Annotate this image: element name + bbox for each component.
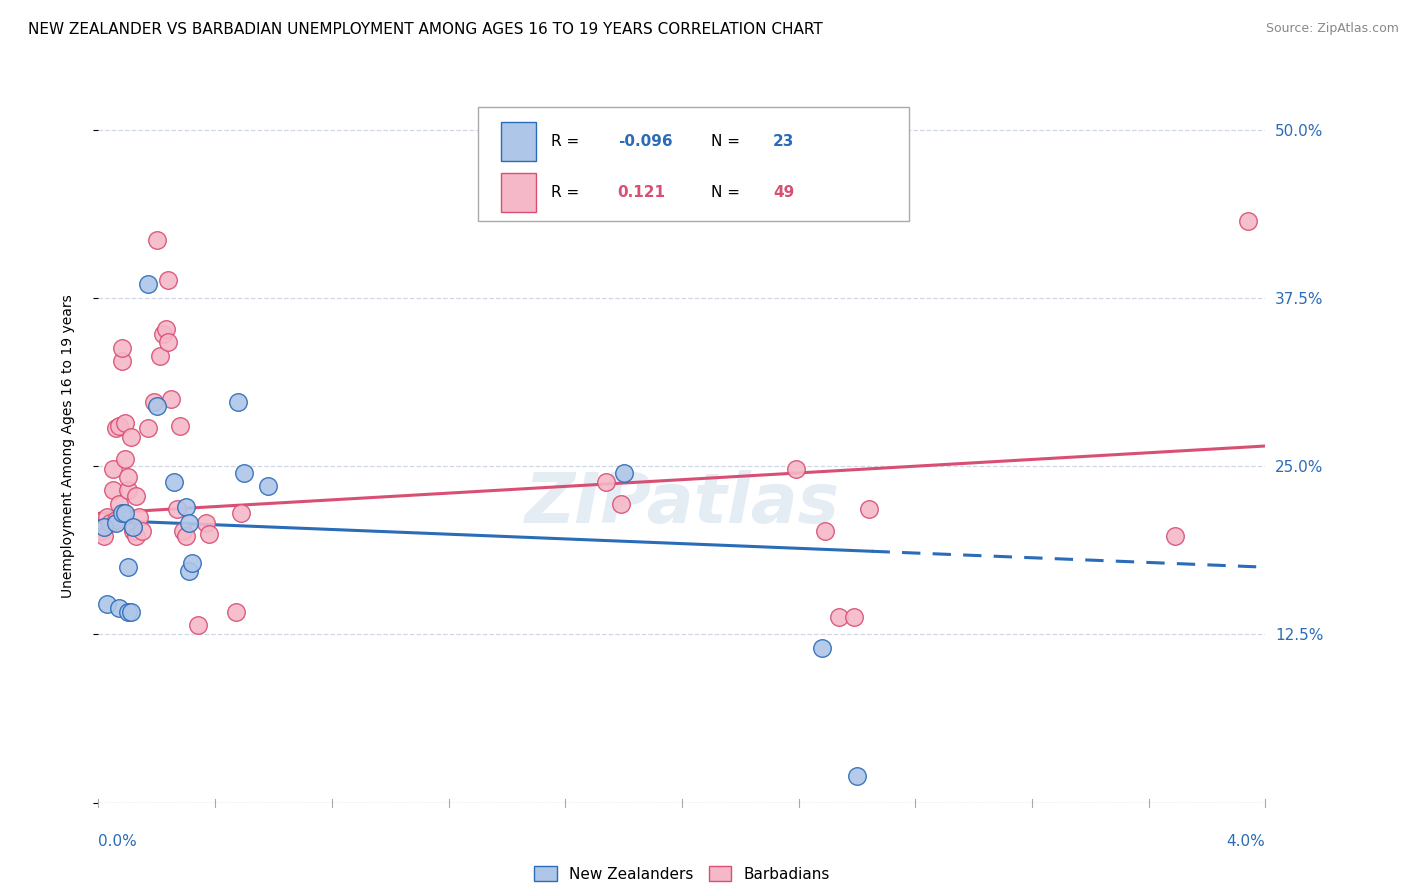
Point (104, 516, 127, 530)
Point (104, 513, 127, 527)
Text: 4.0%: 4.0% (1226, 834, 1265, 849)
Text: Source: ZipAtlas.com: Source: ZipAtlas.com (1265, 22, 1399, 36)
Point (198, 526, 221, 541)
Point (228, 394, 250, 409)
Point (609, 497, 631, 511)
Point (160, 392, 183, 406)
FancyBboxPatch shape (478, 107, 910, 221)
Point (157, 335, 180, 350)
Point (101, 483, 124, 498)
Point (233, 466, 256, 480)
Text: N =: N = (711, 186, 745, 200)
Point (166, 502, 188, 516)
Point (90, 524, 112, 538)
Point (125, 489, 148, 503)
Text: R =: R = (551, 134, 585, 149)
Point (177, 516, 200, 530)
Point (172, 524, 194, 538)
Point (152, 327, 174, 342)
Point (114, 416, 136, 430)
Point (108, 600, 131, 615)
Point (114, 452, 136, 467)
Point (142, 394, 165, 409)
Point (93, 529, 115, 543)
Point (111, 354, 134, 368)
Point (120, 605, 142, 619)
Point (828, 610, 851, 624)
Point (811, 640, 834, 655)
Point (98, 516, 121, 530)
Point (187, 618, 209, 632)
Point (814, 524, 837, 538)
Point (858, 502, 880, 516)
Point (177, 564, 200, 578)
Text: R =: R = (551, 186, 585, 200)
Point (128, 510, 150, 524)
Point (231, 506, 253, 520)
Point (131, 524, 153, 538)
Point (136, 421, 159, 435)
Point (595, 475, 617, 490)
Point (108, 418, 131, 433)
Point (120, 429, 142, 443)
Point (108, 497, 131, 511)
Point (174, 500, 197, 514)
Point (104, 421, 127, 435)
Point (163, 475, 186, 490)
Point (117, 470, 139, 484)
Text: -0.096: -0.096 (617, 134, 672, 149)
Text: N =: N = (711, 134, 745, 149)
Y-axis label: Unemployment Among Ages 16 to 19 years: Unemployment Among Ages 16 to 19 years (60, 294, 75, 598)
Bar (501, 121, 536, 161)
Text: ZIPatlas: ZIPatlas (524, 469, 839, 537)
Point (122, 524, 145, 538)
Point (93, 520, 115, 534)
Point (122, 520, 145, 534)
Bar (501, 173, 536, 212)
Point (117, 560, 139, 574)
Point (149, 349, 172, 363)
Point (195, 516, 218, 530)
Point (111, 506, 134, 520)
Point (1237, 214, 1260, 228)
Point (785, 462, 807, 476)
Point (180, 556, 202, 570)
Point (846, 769, 869, 783)
Point (111, 341, 134, 355)
Point (174, 529, 197, 543)
Point (225, 605, 247, 619)
Point (117, 483, 139, 498)
Point (613, 466, 636, 480)
Point (155, 322, 177, 336)
Text: 0.121: 0.121 (617, 186, 665, 200)
Point (842, 610, 865, 624)
Point (114, 506, 136, 520)
Point (169, 418, 191, 433)
Legend: New Zealanders, Barbadians: New Zealanders, Barbadians (527, 860, 837, 888)
Text: NEW ZEALANDER VS BARBADIAN UNEMPLOYMENT AMONG AGES 16 TO 19 YEARS CORRELATION CH: NEW ZEALANDER VS BARBADIAN UNEMPLOYMENT … (28, 22, 823, 37)
Point (256, 479, 278, 493)
Point (96, 597, 118, 611)
Point (125, 529, 148, 543)
Point (136, 277, 159, 292)
Point (1164, 529, 1187, 543)
Point (117, 605, 139, 619)
Point (146, 399, 169, 413)
Text: 23: 23 (773, 134, 794, 149)
Text: 0.0%: 0.0% (98, 834, 138, 849)
Point (157, 273, 180, 287)
Text: 49: 49 (773, 186, 794, 200)
Point (101, 462, 124, 476)
Point (96, 510, 118, 524)
Point (146, 233, 169, 247)
